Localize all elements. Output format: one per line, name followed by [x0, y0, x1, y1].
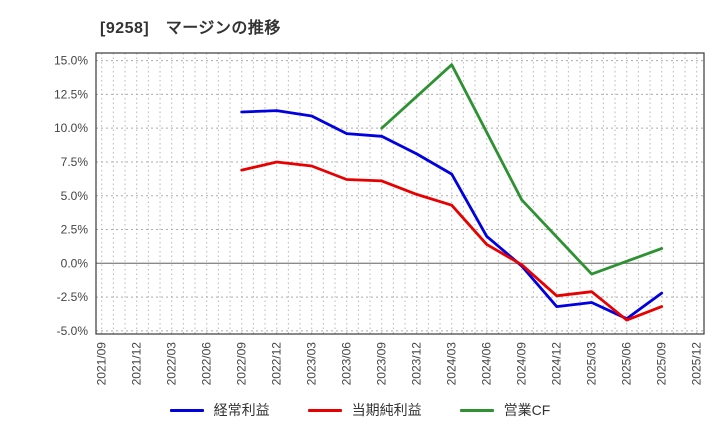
x-tick-label: 2024/12 — [550, 342, 564, 386]
y-tick-label: -2.5% — [57, 290, 89, 304]
x-tick-label: 2023/06 — [340, 342, 354, 386]
ordinary-profit-line — [240, 109, 664, 321]
x-tick-label: 2021/12 — [130, 342, 144, 386]
x-tick-label: 2024/03 — [445, 342, 459, 386]
legend-label-operating-cf: 営業CF — [503, 402, 551, 418]
x-tick-label: 2022/09 — [235, 342, 249, 386]
y-tick-label: 2.5% — [61, 223, 89, 237]
net-income-line — [240, 160, 664, 322]
operating-cf-line — [380, 63, 664, 276]
legend-item-net-income: 当期純利益 — [307, 400, 422, 420]
legend: 経常利益 当期純利益 営業CF — [0, 400, 720, 420]
legend-label-ordinary-profit: 経常利益 — [213, 402, 270, 418]
x-tick-label: 2022/06 — [200, 342, 214, 386]
x-tick-label: 2025/09 — [655, 342, 669, 386]
plot-canvas: 15.0% 12.5% 10.0% 7.5% 5.0% 2.5% 0.0% -2.5% -5.0… — [54, 52, 705, 386]
x-tick-label: 2025/03 — [585, 342, 599, 386]
x-tick-label: 2024/09 — [515, 342, 529, 386]
y-tick-label: 10.0% — [54, 121, 88, 135]
legend-item-operating-cf: 営業CF — [459, 400, 551, 420]
x-tick-label: 2025/12 — [690, 342, 704, 386]
x-tick-label: 2021/09 — [95, 342, 109, 386]
y-tick-label: 15.0% — [54, 54, 88, 68]
y-tick-label: 12.5% — [54, 87, 88, 101]
y-tick-label: -5.0% — [57, 324, 89, 338]
legend-swatch-operating-cf — [459, 408, 494, 412]
plot-border — [95, 52, 705, 335]
legend-swatch-ordinary-profit — [169, 408, 204, 412]
y-tick-label: 7.5% — [61, 155, 89, 169]
x-tick-label: 2023/03 — [305, 342, 319, 386]
x-tick-label: 2023/09 — [375, 342, 389, 386]
legend-label-net-income: 当期純利益 — [351, 402, 422, 418]
x-tick-label: 2022/12 — [270, 342, 284, 386]
x-tick-label: 2025/06 — [620, 342, 634, 386]
y-tick-label: 0.0% — [61, 256, 89, 270]
x-tick-label: 2023/12 — [410, 342, 424, 386]
chart-title: [9258] マージンの推移 — [100, 20, 281, 37]
x-tick-label: 2022/03 — [165, 342, 179, 386]
y-tick-label: 5.0% — [61, 189, 89, 203]
legend-swatch-net-income — [307, 408, 342, 412]
x-tick-label: 2024/06 — [480, 342, 494, 386]
legend-item-ordinary-profit: 経常利益 — [169, 400, 270, 420]
